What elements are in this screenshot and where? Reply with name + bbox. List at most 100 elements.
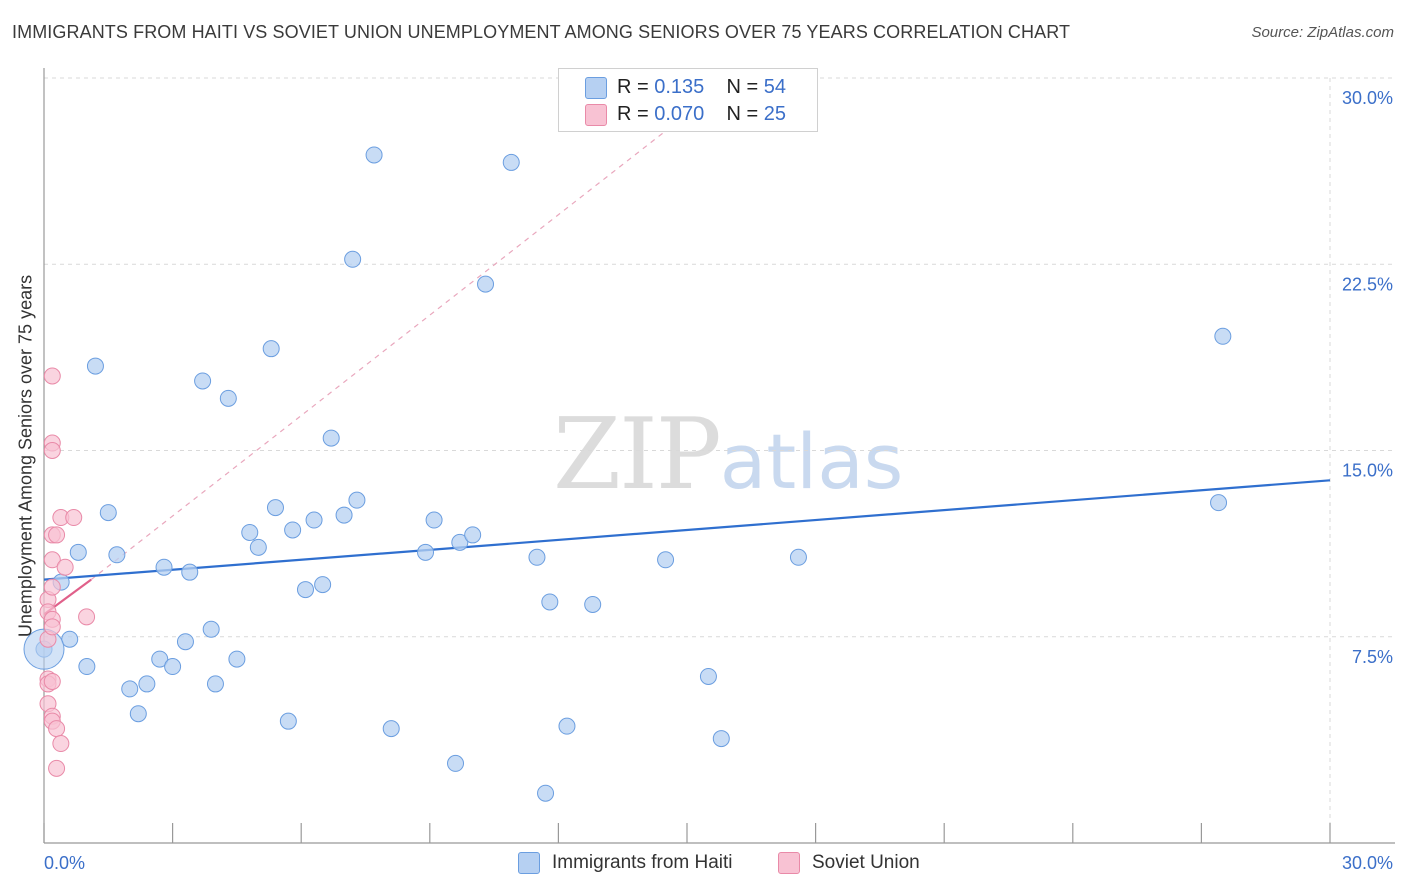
- haiti-point: [181, 563, 199, 581]
- haiti-point: [108, 546, 126, 564]
- soviet-point: [48, 720, 66, 738]
- soviet-point: [56, 558, 74, 576]
- haiti-point: [121, 680, 139, 698]
- soviet-point: [48, 759, 66, 777]
- bottom-legend-soviet: Soviet Union: [778, 852, 920, 874]
- tick-labels: 7.5% 15.0% 22.5% 30.0% 0.0% 30.0%: [44, 88, 1393, 873]
- soviet-point: [48, 526, 66, 544]
- haiti-point: [219, 389, 237, 407]
- legend-text-soviet: R = 0.070 N = 25: [617, 103, 786, 126]
- haiti-point: [249, 538, 267, 556]
- haiti-point: [206, 675, 224, 693]
- haiti-point: [558, 717, 576, 735]
- r-value: 0.070: [654, 102, 705, 125]
- n-label: N =: [726, 75, 764, 98]
- haiti-point: [335, 506, 353, 524]
- haiti-point: [194, 372, 212, 390]
- axes: [43, 68, 1395, 844]
- haiti-point: [382, 720, 400, 738]
- haiti-point: [151, 650, 169, 668]
- soviet-point: [52, 735, 70, 753]
- haiti-point: [464, 526, 482, 544]
- bottom-legend-swatch-haiti: [518, 852, 540, 874]
- haiti-point: [69, 543, 87, 561]
- y-tick-label: 15.0%: [1342, 461, 1393, 481]
- haiti-point: [176, 633, 194, 651]
- haiti-point: [296, 581, 314, 599]
- chart-title: IMMIGRANTS FROM HAITI VS SOVIET UNION UN…: [12, 22, 1071, 42]
- soviet-point: [43, 442, 61, 459]
- haiti-point: [348, 491, 366, 509]
- soviet-point: [65, 509, 83, 527]
- legend-swatch-soviet: [585, 104, 607, 126]
- soviet-point: [43, 618, 61, 636]
- bottom-legend-swatch-soviet: [778, 852, 800, 874]
- haiti-point: [541, 593, 559, 611]
- haiti-point: [99, 504, 117, 522]
- soviet-point: [43, 551, 61, 569]
- haiti-point: [284, 521, 302, 539]
- haiti-point: [584, 595, 602, 613]
- soviet-point: [43, 578, 61, 596]
- gridlines: [44, 77, 1395, 823]
- data-points: [23, 146, 1232, 802]
- haiti-point: [425, 511, 443, 529]
- r-label: R =: [617, 102, 655, 125]
- haiti-point: [305, 511, 323, 529]
- trend-lines: [43, 127, 1331, 616]
- haiti-point: [61, 630, 79, 648]
- haiti-trend-line: [43, 479, 1331, 581]
- haiti-point: [528, 548, 546, 566]
- y-axis-label: Unemployment Among Seniors over 75 years: [15, 274, 36, 638]
- haiti-point: [279, 712, 297, 730]
- haiti-point: [447, 754, 465, 772]
- haiti-point: [202, 620, 220, 638]
- haiti-point: [262, 340, 280, 358]
- n-value: 54: [763, 75, 787, 98]
- source-label: Source: ZipAtlas.com: [1251, 24, 1394, 41]
- y-tick-label: 30.0%: [1342, 88, 1393, 108]
- haiti-point: [1210, 494, 1228, 512]
- y-tick-label: 7.5%: [1352, 647, 1393, 667]
- soviet-trend-extension: [90, 127, 671, 581]
- watermark-zip: ZIP: [553, 398, 722, 512]
- haiti-point: [1214, 327, 1232, 345]
- haiti-point: [228, 650, 246, 668]
- soviet-point: [43, 367, 61, 385]
- y-tick-label: 22.5%: [1342, 274, 1393, 294]
- haiti-point: [365, 146, 383, 164]
- haiti-point: [155, 558, 173, 576]
- x-tick-label-start: 0.0%: [44, 853, 85, 873]
- haiti-point: [417, 543, 435, 561]
- haiti-point: [477, 275, 495, 293]
- haiti-point: [86, 357, 104, 375]
- haiti-point: [537, 784, 555, 802]
- haiti-point: [138, 675, 156, 693]
- haiti-point: [78, 658, 96, 676]
- n-label: N =: [726, 102, 764, 125]
- r-value: 0.135: [654, 75, 705, 98]
- haiti-point: [129, 705, 147, 723]
- haiti-point: [344, 250, 362, 268]
- correlation-legend: R = 0.135 N = 54 R = 0.070 N = 25: [558, 68, 818, 132]
- bottom-legend-label-soviet: Soviet Union: [812, 852, 920, 873]
- zipatlas-watermark: ZIPatlas: [553, 398, 903, 512]
- soviet-point: [78, 608, 96, 626]
- legend-text-haiti: R = 0.135 N = 54: [617, 76, 786, 99]
- r-label: R =: [617, 75, 655, 98]
- soviet-point: [43, 672, 61, 690]
- haiti-point: [657, 551, 675, 569]
- legend-swatch-haiti: [585, 77, 607, 99]
- haiti-point: [164, 658, 182, 676]
- n-value: 25: [763, 102, 787, 125]
- haiti-point: [314, 576, 332, 594]
- haiti-point: [241, 523, 259, 541]
- haiti-point: [451, 533, 469, 551]
- haiti-point: [789, 548, 807, 566]
- haiti-point: [502, 153, 520, 171]
- bottom-legend-haiti: Immigrants from Haiti: [518, 852, 733, 874]
- haiti-point: [699, 667, 717, 685]
- watermark-atlas: atlas: [719, 417, 904, 506]
- x-tick-label-end: 30.0%: [1342, 853, 1393, 873]
